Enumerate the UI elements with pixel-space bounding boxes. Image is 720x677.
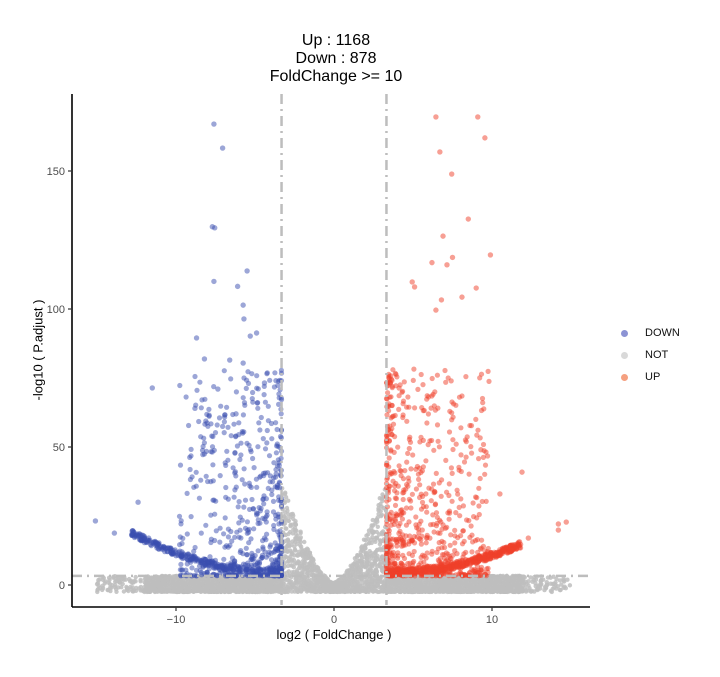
legend-item-down: DOWN xyxy=(613,322,713,344)
scatter-points xyxy=(92,114,573,595)
legend: DOWN NOT UP xyxy=(613,322,713,388)
legend-item-not: NOT xyxy=(613,344,713,366)
chart-title: Up : 1168 Down : 878 FoldChange >= 10 xyxy=(0,32,672,86)
legend-dot-icon xyxy=(621,329,628,337)
threshold-lines xyxy=(72,94,588,605)
legend-label: DOWN xyxy=(645,327,680,339)
legend-dot-icon xyxy=(621,373,628,381)
legend-dot-icon xyxy=(621,351,628,359)
title-up-count: Up : 1168 xyxy=(301,32,371,49)
legend-label: NOT xyxy=(645,349,669,361)
legend-item-up: UP xyxy=(613,366,713,388)
title-foldchange: FoldChange >= 10 xyxy=(269,68,403,85)
legend-label: UP xyxy=(645,371,661,383)
title-down-count: Down : 878 xyxy=(295,50,377,67)
x-axis-label: log2 ( FoldChange ) xyxy=(276,627,392,642)
y-axis-label: -log10 ( P.adjust ) xyxy=(30,299,46,401)
